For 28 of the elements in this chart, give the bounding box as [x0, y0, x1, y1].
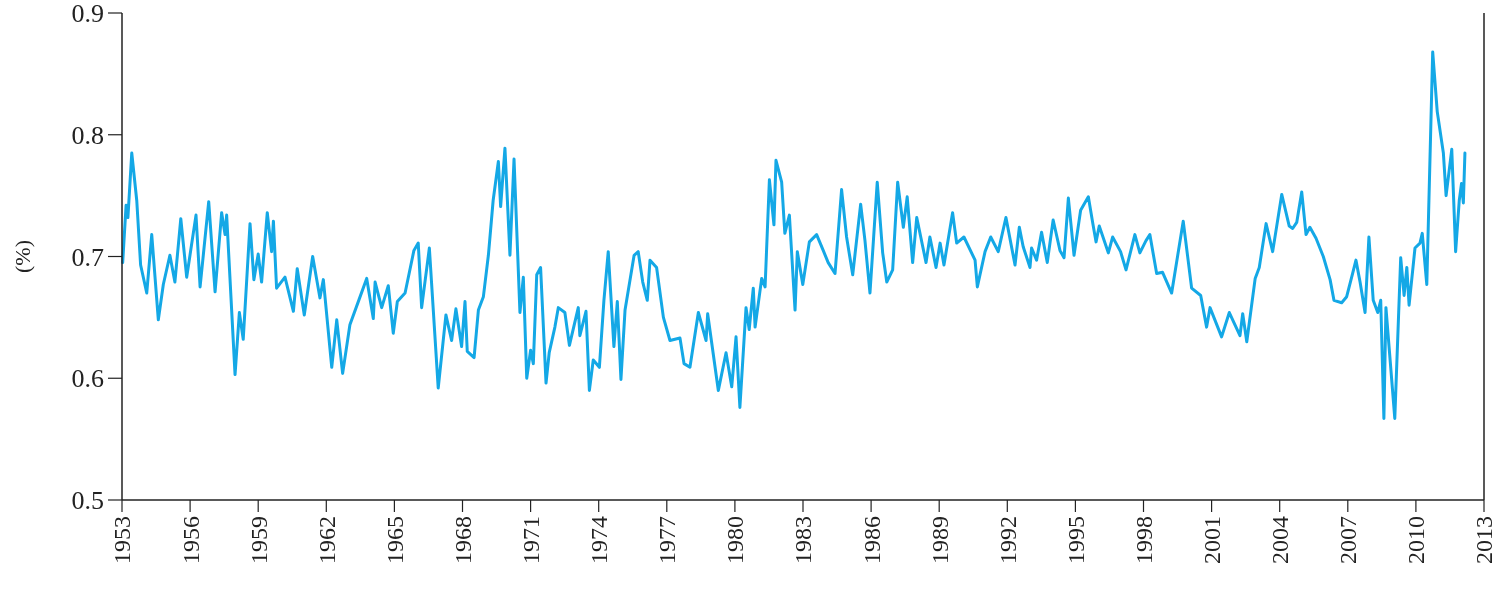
x-tick-label: 1986: [858, 516, 885, 564]
y-tick-label: 0.8: [71, 120, 104, 150]
x-tick-label: 1956: [177, 516, 204, 564]
x-tick-label: 1983: [790, 516, 817, 564]
x-tick-label: 1980: [722, 516, 749, 564]
x-tick-label: 1977: [654, 516, 681, 564]
y-tick-label: 0.7: [71, 242, 104, 272]
x-tick-label: 1965: [381, 516, 408, 564]
x-tick-label: 1971: [518, 516, 544, 564]
x-tick-label: 1998: [1130, 516, 1157, 564]
y-tick-label: 0.6: [71, 364, 104, 394]
y-axis-title: (%): [9, 240, 35, 273]
x-tick-label: 1953: [109, 516, 136, 564]
x-tick-label: 1974: [586, 516, 613, 564]
y-tick-label: 0.5: [71, 486, 104, 516]
x-tick-label: 1989: [926, 516, 953, 564]
x-tick-label: 2004: [1267, 516, 1294, 564]
x-tick-label: 2010: [1403, 516, 1430, 564]
x-tick-label: 1992: [994, 516, 1021, 564]
x-tick-label: 1995: [1062, 516, 1089, 564]
line-series: [121, 50, 1467, 420]
x-tick-label: 2001: [1199, 516, 1225, 564]
x-tick-label: 2013: [1471, 516, 1494, 564]
x-tick-label: 2007: [1335, 516, 1362, 564]
x-tick-label: 1962: [313, 516, 340, 564]
y-tick-label: 0.9: [71, 0, 104, 29]
x-tick-label: 1968: [449, 516, 476, 564]
x-tick-label: 1959: [245, 516, 272, 564]
